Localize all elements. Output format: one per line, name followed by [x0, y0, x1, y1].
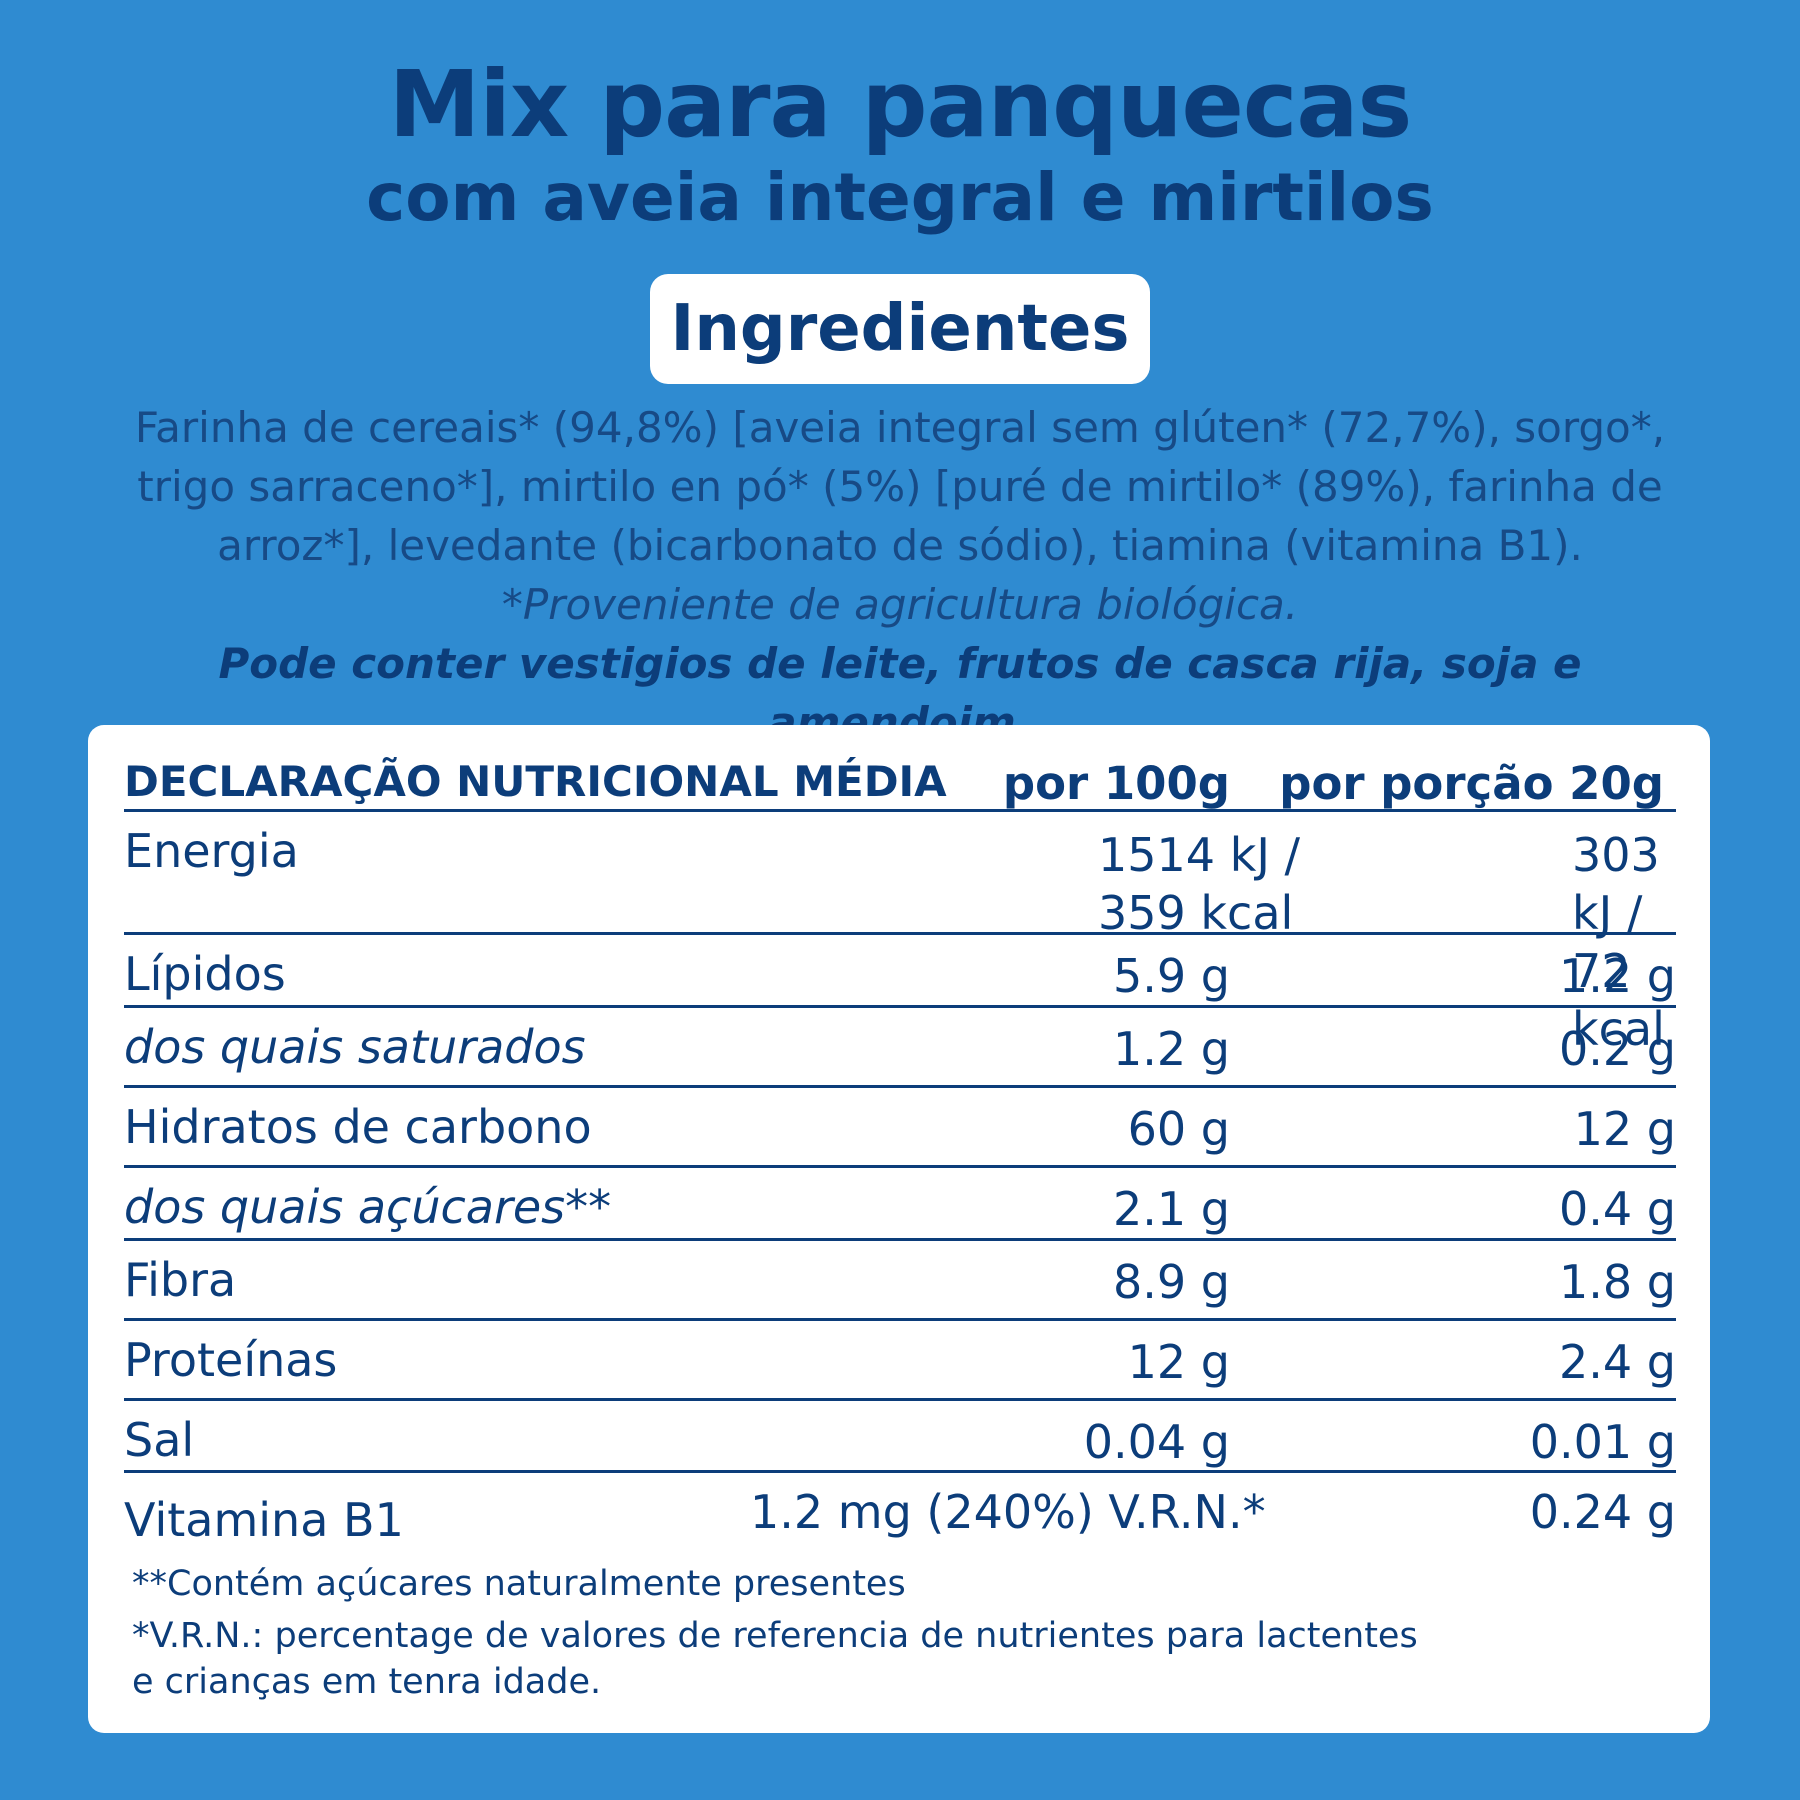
allergen-warning: Pode conter vestigios de leite, frutos d… — [218, 639, 1582, 747]
nutrient-label: dos quais açúcares** — [124, 1180, 612, 1234]
nutrient-label: Energia — [124, 824, 299, 878]
nutrient-portion: 2.4 g — [1559, 1335, 1676, 1389]
energy-portion-kcal: 72 kcal — [1572, 944, 1665, 1056]
nutrition-row-fibre: Fibra 8.9 g 1.8 g — [124, 1241, 1676, 1321]
nutrition-row-carbohydrates: Hidratos de carbono 60 g 12 g — [124, 1088, 1676, 1168]
vrn-footnote-line-2: e crianças em tenra idade. — [132, 1662, 602, 1702]
nutrient-per100: 8.9 g — [1113, 1255, 1230, 1309]
energy-portion-kj: 303 kJ / — [1572, 828, 1660, 940]
nutrient-per100: 2.1 g — [1113, 1182, 1230, 1236]
sugars-footnote: **Contém açúcares naturalmente presentes — [132, 1564, 906, 1604]
nutrient-per100: 1514 kJ / 359 kcal — [1098, 826, 1300, 942]
ingredients-badge: Ingredientes — [650, 274, 1150, 384]
nutrient-label: Lípidos — [124, 947, 286, 1001]
nutrient-label: Sal — [124, 1413, 195, 1467]
product-title: Mix para panquecas — [388, 51, 1412, 158]
ingredients-text: Farinha de cereais* (94,8%) [aveia integ… — [110, 398, 1690, 752]
nutrition-footnotes: **Contém açúcares naturalmente presentes… — [132, 1561, 1632, 1705]
nutrition-row-vitamin-b1: Vitamina B1 1.2 mg (240%) V.R.N.* 0.24 g — [124, 1479, 1676, 1559]
nutrient-portion: 303 kJ / 72 kcal — [1572, 826, 1676, 1058]
nutrient-per100: 12 g — [1127, 1335, 1230, 1389]
nutrition-header-label: DECLARAÇÃO NUTRICIONAL MÉDIA — [124, 757, 947, 806]
nutrition-row-salt: Sal 0.04 g 0.01 g — [124, 1401, 1676, 1473]
nutrient-per100: 60 g — [1127, 1102, 1230, 1156]
ingredients-line-2: trigo sarraceno*], mirtilo en pó* (5%) [… — [137, 462, 1663, 511]
nutrient-per100: 0.04 g — [1083, 1415, 1230, 1469]
product-subtitle: com aveia integral e mirtilos — [366, 159, 1434, 236]
nutrition-row-saturated: dos quais saturados 1.2 g 0.2 g — [124, 1008, 1676, 1088]
nutrient-portion: 0.2 g — [1559, 1022, 1676, 1076]
nutrient-portion: 1.2 g — [1559, 949, 1676, 1003]
nutrition-panel: DECLARAÇÃO NUTRICIONAL MÉDIA por 100g po… — [88, 725, 1710, 1733]
ingredients-line-3: arroz*], levedante (bicarbonato de sódio… — [217, 521, 1583, 570]
nutrient-per100: 1.2 g — [1113, 1022, 1230, 1076]
nutrition-header-per-portion: por porção 20g — [1279, 757, 1664, 810]
nutrient-label: dos quais saturados — [124, 1020, 586, 1074]
energy-per100-kj: 1514 kJ / — [1098, 828, 1301, 882]
nutrient-portion: 0.01 g — [1529, 1415, 1676, 1469]
nutrition-row-protein: Proteínas 12 g 2.4 g — [124, 1321, 1676, 1401]
nutrient-portion: 1.8 g — [1559, 1255, 1676, 1309]
nutrition-header-per100: por 100g — [1002, 757, 1230, 810]
nutrition-header-row: DECLARAÇÃO NUTRICIONAL MÉDIA por 100g po… — [124, 745, 1676, 812]
nutrient-portion: 12 g — [1573, 1102, 1676, 1156]
energy-per100-kcal: 359 kcal — [1098, 886, 1294, 940]
nutrient-per100: 1.2 mg (240%) V.R.N.* — [750, 1485, 1266, 1539]
organic-note: *Proveniente de agricultura biológica. — [501, 580, 1299, 629]
ingredients-line-1: Farinha de cereais* (94,8%) [aveia integ… — [134, 403, 1666, 452]
nutrient-label: Vitamina B1 — [124, 1493, 404, 1547]
nutrition-row-energy: Energia 1514 kJ / 359 kcal 303 kJ / 72 k… — [124, 812, 1676, 1056]
nutrient-portion: 0.24 g — [1529, 1485, 1676, 1539]
nutrient-label: Hidratos de carbono — [124, 1100, 592, 1154]
nutrient-label: Proteínas — [124, 1333, 338, 1387]
nutrient-per100: 5.9 g — [1113, 949, 1230, 1003]
nutrient-label: Fibra — [124, 1253, 237, 1307]
nutrition-row-sugars: dos quais açúcares** 2.1 g 0.4 g — [124, 1168, 1676, 1241]
vrn-footnote-line-1: *V.R.N.: percentage de valores de refere… — [132, 1616, 1418, 1656]
nutrition-row-lipids: Lípidos 5.9 g 1.2 g — [124, 935, 1676, 1008]
nutrient-portion: 0.4 g — [1559, 1182, 1676, 1236]
